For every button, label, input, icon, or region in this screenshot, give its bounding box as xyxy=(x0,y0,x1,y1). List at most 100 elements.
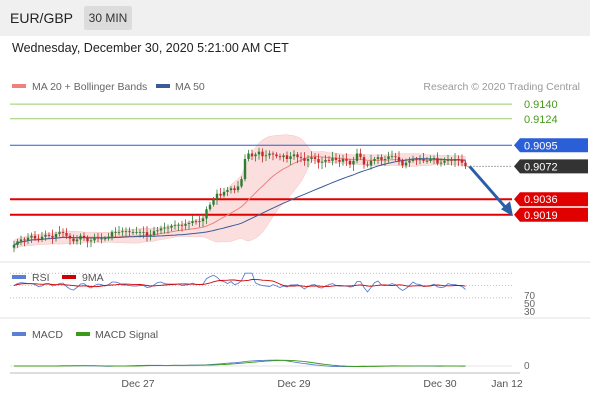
candle-body xyxy=(65,233,68,236)
candle-body xyxy=(247,153,250,159)
candle-body xyxy=(219,193,222,196)
candle-body xyxy=(446,159,450,161)
candle-body xyxy=(366,164,369,166)
ma20-legend-swatch xyxy=(12,84,26,88)
candle-body xyxy=(261,151,264,157)
currency-pair: EUR/GBP xyxy=(10,10,74,26)
candle-body xyxy=(338,159,341,162)
candle-body xyxy=(19,239,23,242)
candle-body xyxy=(425,160,429,162)
ma20-line xyxy=(13,155,466,246)
rsi-tick: 70 xyxy=(524,291,536,302)
chart-datetime: Wednesday, December 30, 2020 5:21:00 AM … xyxy=(12,41,289,55)
rsi-legend-swatch xyxy=(12,275,26,279)
candle-body xyxy=(114,232,117,233)
candle-body xyxy=(37,238,40,240)
candle-body xyxy=(208,204,212,210)
candle-body xyxy=(58,232,61,234)
candle-body xyxy=(310,157,313,159)
price-label: 0.9019 xyxy=(524,210,558,222)
candle-body xyxy=(191,221,194,223)
candle-body xyxy=(163,227,166,229)
price-label-box xyxy=(514,159,588,174)
candle-body xyxy=(306,159,310,161)
candle-body xyxy=(173,224,177,226)
candle-body xyxy=(205,209,208,219)
candle-body xyxy=(40,236,44,240)
ma20-legend-label: MA 20 + Bollinger Bands xyxy=(32,81,147,93)
candle-body xyxy=(243,159,247,180)
candle-body xyxy=(96,237,100,239)
interval-button[interactable]: 30 MIN xyxy=(84,6,132,30)
candle-body xyxy=(121,231,124,233)
candle-body xyxy=(145,232,149,236)
price-label: 0.9095 xyxy=(524,140,558,152)
rsi-legend-label: RSI xyxy=(32,272,50,284)
candle-body xyxy=(184,223,187,226)
candle-body xyxy=(51,235,54,238)
ma50-legend-label: MA 50 xyxy=(175,81,205,93)
candle-body xyxy=(44,234,47,237)
candle-body xyxy=(68,235,72,239)
candle-body xyxy=(156,230,159,232)
price-label: 0.9036 xyxy=(524,194,558,206)
candle-body xyxy=(404,162,408,166)
candle-body xyxy=(460,159,464,163)
candle-body xyxy=(138,232,142,233)
candle-body xyxy=(135,232,138,233)
candle-body xyxy=(390,156,394,158)
candle-body xyxy=(103,238,107,240)
candle-body xyxy=(429,159,432,161)
candle-body xyxy=(341,159,345,162)
candle-body xyxy=(236,186,240,191)
candle-body xyxy=(128,231,131,233)
price-label: 0.9072 xyxy=(524,161,558,173)
candle-body xyxy=(359,153,362,158)
candle-body xyxy=(75,239,79,242)
rsi-ma-line xyxy=(13,279,466,288)
candle-body xyxy=(303,158,306,161)
price-label: 0.9140 xyxy=(524,99,558,111)
candle-body xyxy=(100,238,103,240)
candle-body xyxy=(117,232,121,233)
candle-body xyxy=(16,241,19,245)
candle-body xyxy=(124,231,128,233)
candle-body xyxy=(86,237,89,242)
candle-body xyxy=(180,224,184,226)
candle-body xyxy=(282,155,285,158)
candle-body xyxy=(369,160,373,166)
forecast-arrow-head xyxy=(501,201,513,217)
candle-body xyxy=(397,157,401,161)
candle-body xyxy=(432,158,436,159)
macd-signal-legend-swatch xyxy=(76,332,90,336)
candle-body xyxy=(131,232,135,233)
candle-body xyxy=(194,221,198,223)
candle-body xyxy=(82,235,86,238)
candle-body xyxy=(222,191,226,196)
candle-body xyxy=(334,158,338,160)
price-label-box xyxy=(514,138,588,153)
rsi-ma-legend-swatch xyxy=(62,275,76,279)
candle-body xyxy=(54,233,58,238)
candle-body xyxy=(23,239,26,241)
candle-body xyxy=(327,159,331,161)
candle-body xyxy=(26,237,30,241)
candle-body xyxy=(264,155,268,157)
candle-body xyxy=(233,188,236,191)
candle-body xyxy=(443,160,446,163)
candle-body xyxy=(166,227,170,229)
macd-legend-label: MACD xyxy=(32,329,63,341)
macd-signal-legend-label: MACD Signal xyxy=(95,329,158,341)
candle-body xyxy=(317,159,320,163)
candle-body xyxy=(436,158,439,164)
candle-body xyxy=(187,223,191,224)
candle-body xyxy=(198,221,201,223)
candle-body xyxy=(93,237,96,241)
candle-body xyxy=(149,234,152,236)
candle-body xyxy=(362,157,366,165)
candle-body xyxy=(275,154,278,157)
candle-body xyxy=(30,235,33,238)
candle-body xyxy=(457,159,460,160)
candle-body xyxy=(285,155,289,159)
